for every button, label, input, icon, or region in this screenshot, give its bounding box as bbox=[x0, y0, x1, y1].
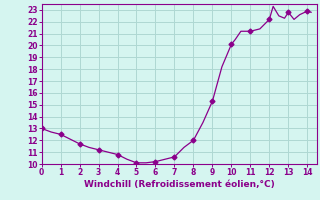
X-axis label: Windchill (Refroidissement éolien,°C): Windchill (Refroidissement éolien,°C) bbox=[84, 180, 275, 189]
